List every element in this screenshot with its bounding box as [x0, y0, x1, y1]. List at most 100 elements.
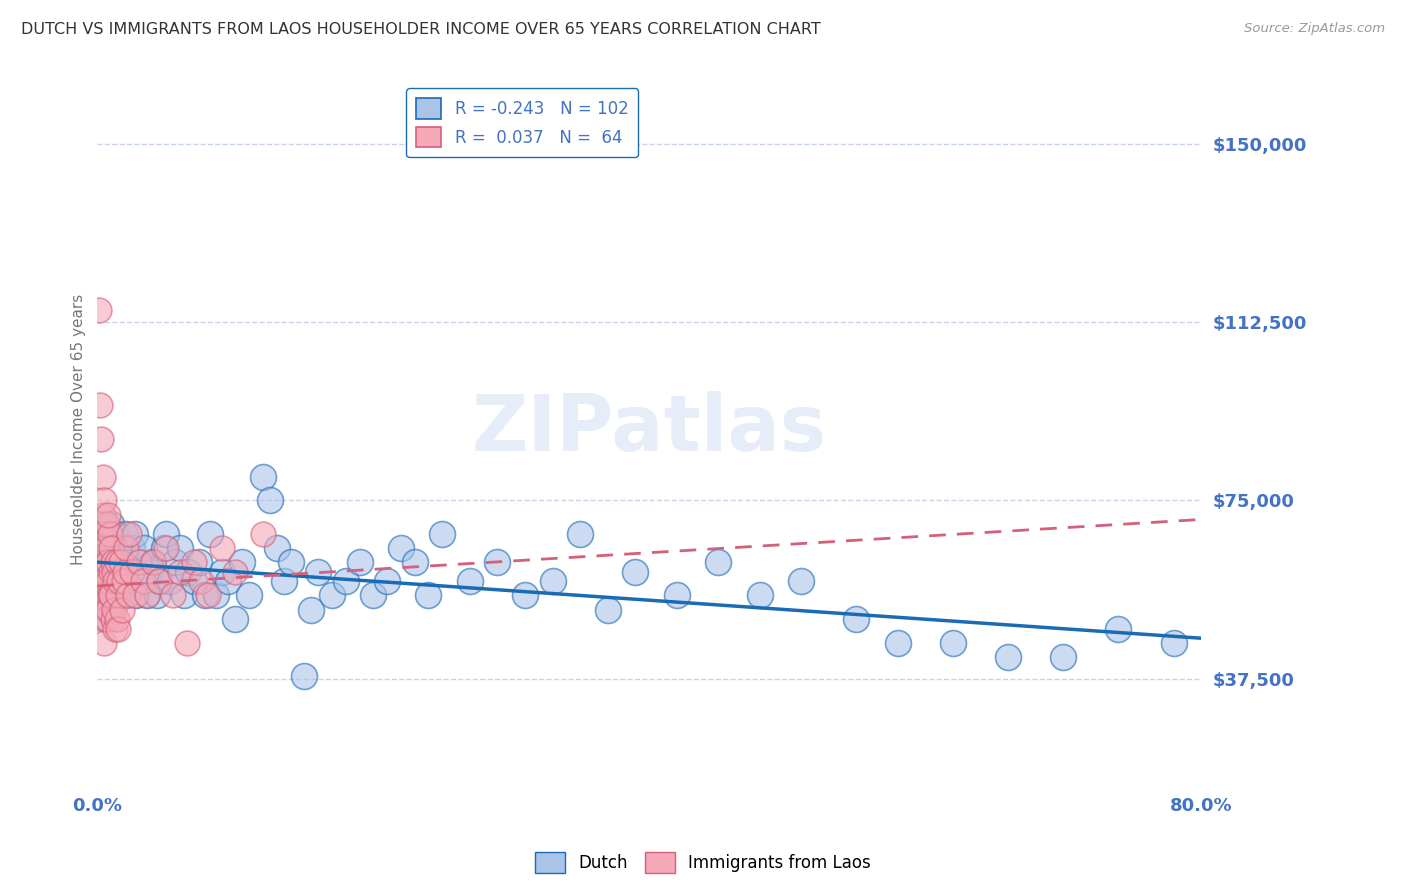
Point [486, 555, 509, 569]
Point [91, 469, 114, 483]
Point [97, 603, 120, 617]
Point [90, 565, 112, 579]
Point [93, 555, 115, 569]
Point [458, 574, 481, 589]
Point [136, 589, 159, 603]
Point [98, 589, 121, 603]
Point [389, 541, 412, 555]
Point [163, 555, 186, 569]
Point [134, 541, 156, 555]
Point [96, 555, 118, 569]
Point [91, 555, 114, 569]
Point [98, 555, 121, 569]
Point [1107, 622, 1129, 636]
Point [93, 526, 115, 541]
Point [224, 612, 246, 626]
Point [94, 603, 117, 617]
Point [104, 589, 127, 603]
Point [541, 574, 564, 589]
Point [105, 555, 128, 569]
Point [155, 541, 177, 555]
Point [107, 622, 129, 636]
Point [97, 526, 120, 541]
Point [98, 526, 121, 541]
Point [238, 589, 260, 603]
Y-axis label: Householder Income Over 65 years: Householder Income Over 65 years [72, 293, 86, 565]
Point [363, 589, 385, 603]
Point [148, 574, 170, 589]
Point [90, 589, 112, 603]
Point [118, 526, 141, 541]
Point [159, 574, 181, 589]
Point [375, 574, 398, 589]
Point [217, 574, 239, 589]
Point [101, 589, 124, 603]
Point [886, 636, 908, 650]
Point [152, 541, 174, 555]
Point [177, 565, 200, 579]
Point [231, 555, 253, 569]
Point [115, 541, 138, 555]
Text: Source: ZipAtlas.com: Source: ZipAtlas.com [1244, 22, 1385, 36]
Point [103, 565, 125, 579]
Point [90, 555, 112, 569]
Point [252, 526, 274, 541]
Point [121, 565, 143, 579]
Point [97, 574, 120, 589]
Point [596, 603, 619, 617]
Point [197, 589, 219, 603]
Point [107, 574, 129, 589]
Point [96, 589, 118, 603]
Point [211, 541, 233, 555]
Point [114, 565, 136, 579]
Point [997, 650, 1019, 665]
Point [89, 565, 111, 579]
Point [121, 541, 143, 555]
Point [91, 508, 114, 522]
Point [100, 565, 122, 579]
Point [665, 589, 688, 603]
Point [96, 612, 118, 626]
Point [132, 574, 155, 589]
Point [432, 526, 454, 541]
Point [90, 526, 112, 541]
Point [111, 589, 134, 603]
Point [259, 493, 281, 508]
Point [100, 589, 122, 603]
Point [87, 574, 110, 589]
Point [110, 555, 132, 569]
Point [211, 565, 233, 579]
Point [112, 574, 135, 589]
Point [1052, 650, 1074, 665]
Point [100, 574, 122, 589]
Point [200, 526, 222, 541]
Point [104, 622, 127, 636]
Point [93, 636, 115, 650]
Point [1163, 636, 1185, 650]
Point [91, 565, 114, 579]
Point [100, 517, 122, 532]
Point [194, 589, 217, 603]
Point [131, 574, 153, 589]
Point [205, 589, 228, 603]
Point [280, 555, 302, 569]
Point [155, 526, 177, 541]
Point [112, 555, 135, 569]
Point [105, 612, 128, 626]
Point [94, 550, 117, 565]
Point [89, 399, 111, 413]
Point [105, 555, 128, 569]
Point [87, 555, 110, 569]
Point [942, 636, 965, 650]
Point [90, 432, 112, 446]
Point [96, 517, 118, 532]
Point [89, 541, 111, 555]
Text: ZIPatlas: ZIPatlas [472, 392, 827, 467]
Point [790, 574, 813, 589]
Point [707, 555, 730, 569]
Point [110, 565, 132, 579]
Point [513, 589, 536, 603]
Point [404, 555, 426, 569]
Point [104, 526, 127, 541]
Point [114, 526, 136, 541]
